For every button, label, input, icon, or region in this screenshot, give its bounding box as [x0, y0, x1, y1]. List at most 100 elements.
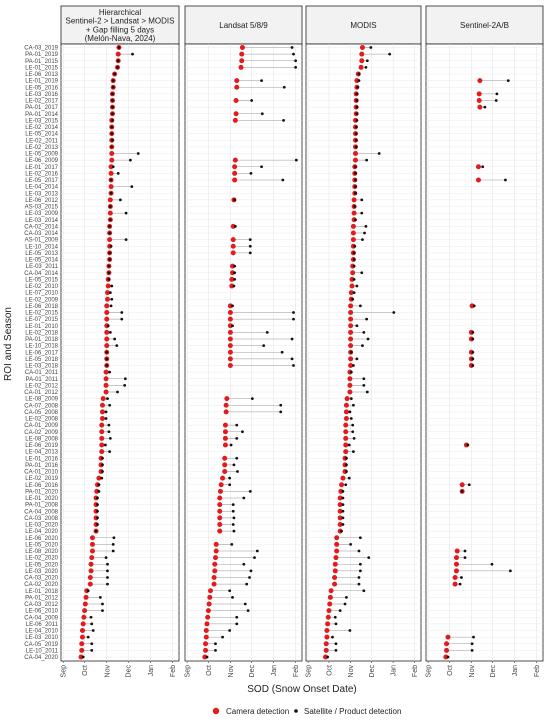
- y-tick-label: LE-04_2014: [25, 185, 58, 191]
- satellite-point: [494, 99, 498, 102]
- camera-point: [359, 58, 365, 64]
- satellite-point: [96, 509, 99, 513]
- satellite-point: [354, 218, 357, 222]
- satellite-point: [111, 85, 115, 89]
- camera-point: [109, 157, 115, 163]
- satellite-point: [358, 536, 362, 540]
- y-tick-label: PA-01_2015: [25, 59, 59, 65]
- satellite-point: [357, 79, 361, 83]
- camera-point: [211, 581, 217, 587]
- camera-point: [89, 535, 95, 541]
- camera-point: [104, 310, 110, 315]
- satellite-point: [250, 397, 254, 401]
- camera-point: [89, 541, 95, 547]
- satellite-point: [108, 450, 112, 454]
- satellite-point: [136, 152, 140, 155]
- satellite-point: [111, 165, 115, 169]
- x-tick-label: Feb: [412, 665, 419, 677]
- satellite-point: [101, 470, 104, 473]
- satellite-point: [106, 397, 109, 401]
- y-tick-label: LE-02_2019: [25, 476, 58, 482]
- satellite-point: [357, 72, 361, 76]
- satellite-point: [292, 364, 295, 367]
- satellite-point: [228, 476, 232, 480]
- camera-point: [444, 641, 450, 647]
- x-tick-label: Nov: [104, 665, 111, 678]
- satellite-point: [108, 251, 112, 255]
- facet-title-line: Sentinel-2A/B: [460, 21, 509, 30]
- y-tick-label: LE-05_2015: [25, 277, 58, 283]
- camera-point: [337, 508, 343, 514]
- camera-point: [328, 588, 334, 594]
- satellite-point: [463, 556, 467, 560]
- camera-point: [348, 336, 354, 342]
- satellite-point: [349, 370, 353, 374]
- camera-point: [105, 283, 111, 289]
- satellite-point: [467, 483, 471, 487]
- satellite-point: [106, 324, 110, 328]
- y-tick-label: LE-08_2020: [25, 549, 58, 555]
- satellite-point: [130, 185, 134, 189]
- satellite-point: [345, 595, 348, 599]
- satellite-point: [290, 337, 294, 341]
- satellite-point: [282, 85, 286, 89]
- camera-point: [444, 647, 450, 653]
- camera-point: [204, 621, 210, 627]
- satellite-point: [90, 642, 94, 646]
- y-tick-label: CA-01_2012: [24, 390, 58, 396]
- camera-point: [348, 323, 354, 329]
- satellite-point: [365, 158, 369, 162]
- satellite-point: [338, 609, 342, 613]
- satellite-point: [358, 562, 362, 566]
- y-tick-label: PA-01_2012: [25, 595, 59, 601]
- camera-point: [217, 515, 223, 521]
- x-tick-label: Feb: [534, 665, 541, 677]
- x-tick-label: Feb: [293, 665, 300, 677]
- satellite-point: [354, 171, 357, 175]
- satellite-point: [232, 463, 236, 467]
- facet-title-line: MODIS: [350, 21, 376, 30]
- satellite-point: [471, 357, 475, 361]
- camera-point: [332, 581, 338, 587]
- satellite-point: [105, 364, 109, 367]
- satellite-point: [290, 357, 294, 361]
- y-tick-label: LE-05_2014: [25, 132, 58, 138]
- camera-point: [87, 581, 93, 587]
- satellite-point: [249, 171, 253, 175]
- satellite-point: [235, 436, 239, 440]
- camera-point: [203, 647, 209, 653]
- camera-point: [459, 482, 465, 488]
- camera-point: [234, 84, 240, 90]
- camera-point: [337, 495, 343, 501]
- camera-point: [348, 356, 354, 362]
- camera-point: [205, 608, 211, 614]
- satellite-point: [231, 503, 235, 507]
- satellite-point: [354, 125, 358, 129]
- camera-point: [212, 561, 218, 567]
- satellite-point: [108, 403, 112, 407]
- camera-point: [233, 111, 239, 117]
- y-tick-label: CA-01_2010: [24, 470, 58, 476]
- satellite-point: [352, 291, 356, 295]
- satellite-point: [362, 330, 366, 334]
- satellite-point: [472, 635, 475, 639]
- satellite-point: [90, 622, 94, 626]
- camera-point: [348, 363, 354, 368]
- camera-point: [453, 568, 459, 574]
- satellite-point: [246, 609, 250, 613]
- satellite-point: [89, 615, 93, 619]
- camera-point: [222, 422, 228, 428]
- satellite-point: [354, 138, 358, 142]
- x-tick-label: Dec: [369, 665, 376, 678]
- y-tick-label: LE-05_2020: [25, 542, 58, 548]
- camera-point: [323, 654, 329, 660]
- x-tick-label: Jan: [148, 665, 155, 676]
- satellite-point: [107, 277, 111, 281]
- satellite-point: [351, 297, 355, 301]
- camera-point: [87, 575, 93, 580]
- satellite-point: [108, 291, 112, 295]
- camera-point: [343, 422, 349, 428]
- camera-point: [211, 575, 217, 580]
- satellite-point: [110, 125, 114, 129]
